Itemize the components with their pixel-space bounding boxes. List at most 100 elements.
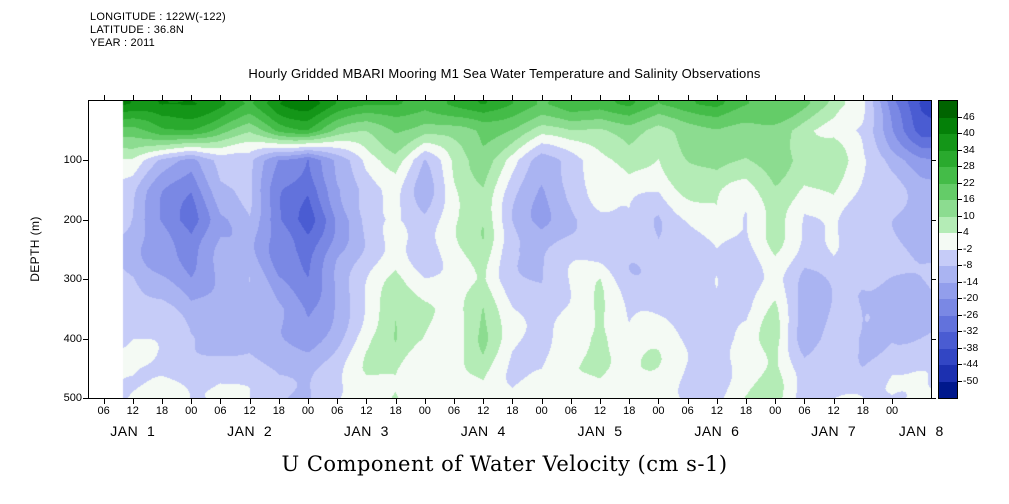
colorbar-tick bbox=[958, 364, 962, 365]
y-tick-label: 200 bbox=[63, 213, 82, 226]
x-tick-bottom bbox=[191, 399, 193, 404]
x-tick-bottom bbox=[833, 399, 835, 404]
x-tick-bottom bbox=[716, 399, 718, 404]
x-tick-bottom bbox=[220, 399, 222, 404]
y-tick-left bbox=[83, 279, 88, 281]
x-tick-label: 06 bbox=[681, 405, 694, 417]
x-tick-top bbox=[424, 95, 426, 100]
colorbar-tick bbox=[958, 314, 962, 316]
colorbar-segment bbox=[939, 150, 957, 167]
day-label: JAN 7 bbox=[811, 423, 857, 439]
colorbar-tick bbox=[958, 149, 962, 151]
x-tick-label: 00 bbox=[185, 405, 198, 417]
plot-area bbox=[88, 100, 932, 399]
x-tick-top bbox=[775, 95, 777, 100]
day-label: JAN 5 bbox=[577, 423, 623, 439]
x-tick-top bbox=[483, 95, 485, 100]
x-tick-top bbox=[308, 95, 310, 100]
metadata-block: LONGITUDE : 122W(-122) LATITUDE : 36.8N … bbox=[90, 11, 226, 50]
x-tick-label: 06 bbox=[447, 405, 461, 417]
x-tick-label: 12 bbox=[126, 405, 139, 417]
x-tick-bottom bbox=[132, 399, 134, 404]
colorbar-segment bbox=[939, 299, 957, 316]
y-tick-label: 100 bbox=[63, 154, 82, 167]
colorbar-tick-label: 34 bbox=[963, 143, 975, 156]
colorbar-tick bbox=[958, 265, 962, 266]
x-tick-label: 00 bbox=[418, 405, 431, 417]
x-tick-top bbox=[337, 95, 339, 100]
x-tick-top bbox=[512, 95, 514, 100]
longitude-label: LONGITUDE : 122W(-122) bbox=[90, 11, 226, 23]
x-tick-top bbox=[278, 95, 280, 100]
x-tick-top bbox=[629, 95, 631, 100]
colorbar-tick-label: -44 bbox=[963, 358, 979, 370]
x-tick-top bbox=[366, 95, 368, 100]
x-tick-top bbox=[191, 95, 193, 100]
colorbar-tick bbox=[958, 182, 962, 184]
colorbar-segment bbox=[939, 134, 957, 151]
colorbar-tick-label: 28 bbox=[963, 160, 975, 172]
x-tick-label: 18 bbox=[623, 405, 636, 417]
x-tick-top bbox=[892, 95, 894, 100]
x-tick-top bbox=[570, 95, 572, 100]
colorbar-tick-label: 16 bbox=[963, 193, 975, 205]
y-tick-right bbox=[931, 160, 936, 162]
x-tick-top bbox=[132, 95, 134, 100]
x-tick-top bbox=[687, 95, 689, 100]
x-tick-label: 00 bbox=[885, 405, 899, 417]
y-tick-left bbox=[83, 338, 88, 340]
x-tick-bottom bbox=[308, 399, 310, 404]
colorbar-tick-label: -14 bbox=[963, 275, 979, 288]
colorbar-tick bbox=[958, 281, 962, 283]
day-label: JAN 4 bbox=[460, 423, 506, 439]
x-tick-bottom bbox=[278, 399, 280, 404]
x-tick-label: 18 bbox=[856, 405, 869, 417]
x-tick-label: 18 bbox=[155, 405, 169, 417]
colorbar-tick-label: -50 bbox=[963, 374, 979, 387]
colorbar-tick bbox=[958, 331, 962, 332]
colorbar-tick bbox=[958, 347, 962, 349]
x-tick-bottom bbox=[366, 399, 368, 404]
day-label: JAN 1 bbox=[110, 423, 156, 439]
x-tick-bottom bbox=[483, 399, 485, 404]
y-tick-right bbox=[931, 398, 936, 399]
colorbar-segment bbox=[939, 101, 957, 118]
x-tick-bottom bbox=[862, 399, 864, 404]
x-tick-label: 00 bbox=[769, 405, 782, 417]
colorbar-tick bbox=[958, 116, 962, 118]
y-axis-title: DEPTH (m) bbox=[28, 215, 42, 282]
colorbar-tick-label: -32 bbox=[963, 325, 979, 337]
x-tick-bottom bbox=[600, 399, 602, 404]
colorbar-tick-label: 40 bbox=[963, 127, 975, 139]
x-tick-top bbox=[162, 95, 163, 100]
colorbar-segment bbox=[939, 200, 957, 217]
x-tick-bottom bbox=[395, 399, 397, 404]
colorbar-segment bbox=[939, 348, 957, 365]
colorbar-tick-label: -26 bbox=[963, 308, 979, 321]
x-tick-bottom bbox=[775, 399, 777, 404]
x-tick-top bbox=[249, 95, 251, 100]
y-tick-right bbox=[931, 279, 936, 281]
colorbar-tick-label: -20 bbox=[963, 292, 979, 304]
x-tick-bottom bbox=[512, 399, 514, 404]
x-tick-label: 12 bbox=[827, 405, 840, 417]
x-tick-bottom bbox=[804, 399, 806, 404]
colorbar-tick bbox=[958, 248, 962, 250]
y-tick-right bbox=[931, 338, 936, 340]
y-tick-left bbox=[83, 398, 88, 399]
colorbar-tick bbox=[958, 215, 962, 217]
colorbar-tick-label: 22 bbox=[963, 176, 975, 189]
x-tick-bottom bbox=[746, 399, 748, 404]
x-tick-label: 18 bbox=[272, 405, 285, 417]
day-label: JAN 3 bbox=[343, 423, 389, 439]
x-tick-label: 18 bbox=[389, 405, 402, 417]
x-tick-top bbox=[862, 95, 864, 100]
x-tick-bottom bbox=[249, 399, 251, 404]
colorbar-segment bbox=[939, 365, 957, 382]
y-tick-label: 500 bbox=[63, 392, 82, 404]
colorbar bbox=[938, 100, 958, 399]
colorbar-segment bbox=[939, 249, 957, 266]
x-tick-label: 06 bbox=[331, 405, 344, 417]
x-tick-label: 06 bbox=[97, 405, 110, 417]
x-tick-bottom bbox=[424, 399, 426, 404]
